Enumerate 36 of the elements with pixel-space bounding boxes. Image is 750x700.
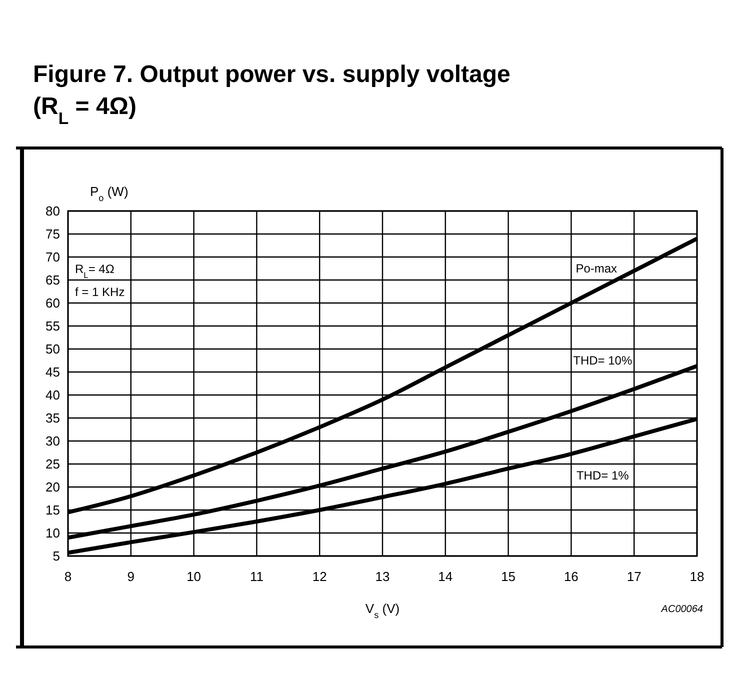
series-label: Po-max xyxy=(576,262,618,276)
x-tick-label: 10 xyxy=(186,569,202,584)
y-tick-label: 45 xyxy=(46,364,60,380)
series-label: THD= 10% xyxy=(573,354,632,368)
annotation: R$_{L}$= 4Ω xyxy=(75,262,114,280)
x-tick-label: 15 xyxy=(501,569,516,584)
x-tick-label: 18 xyxy=(690,569,704,584)
y-tick-label: 30 xyxy=(46,434,60,449)
y-tick-label: 50 xyxy=(46,342,60,357)
x-tick-label: 11 xyxy=(250,569,264,584)
y-tick-label: 35 xyxy=(46,410,60,426)
annotation: f = 1 KHz xyxy=(75,285,125,299)
y-tick-label: 75 xyxy=(46,226,60,242)
y-tick-label: 15 xyxy=(46,502,60,518)
y-tick-label: 55 xyxy=(46,318,60,334)
y-tick-label: 60 xyxy=(46,296,60,311)
text: AC00064 xyxy=(660,604,704,615)
y-tick-label: 70 xyxy=(46,250,60,265)
y-tick-label: 20 xyxy=(46,480,60,495)
x-tick-label: 16 xyxy=(564,569,578,584)
y-tick-label: 65 xyxy=(46,272,60,288)
y-tick-label: 5 xyxy=(52,548,60,564)
series-label: THD= 1% xyxy=(576,468,630,483)
x-tick-label: 9 xyxy=(127,569,135,584)
x-axis-title: V$_{s}$ (V) xyxy=(365,601,400,620)
y-axis-title: P$_{o}$ (W) xyxy=(90,184,128,203)
y-tick-label: 25 xyxy=(46,456,60,472)
x-tick-label: 17 xyxy=(626,569,642,584)
x-tick-label: 13 xyxy=(375,569,390,584)
y-tick-label: 10 xyxy=(46,526,60,541)
x-tick-label: 12 xyxy=(312,569,327,584)
x-tick-label: 14 xyxy=(438,569,453,584)
y-tick-label: 80 xyxy=(46,204,60,219)
x-tick-label: 8 xyxy=(64,569,72,584)
y-tick-label: 40 xyxy=(46,388,60,403)
chart-title: Figure 7. Output power vs. supply voltage (R$_{L}$ = 4Ω) xyxy=(33,61,510,128)
